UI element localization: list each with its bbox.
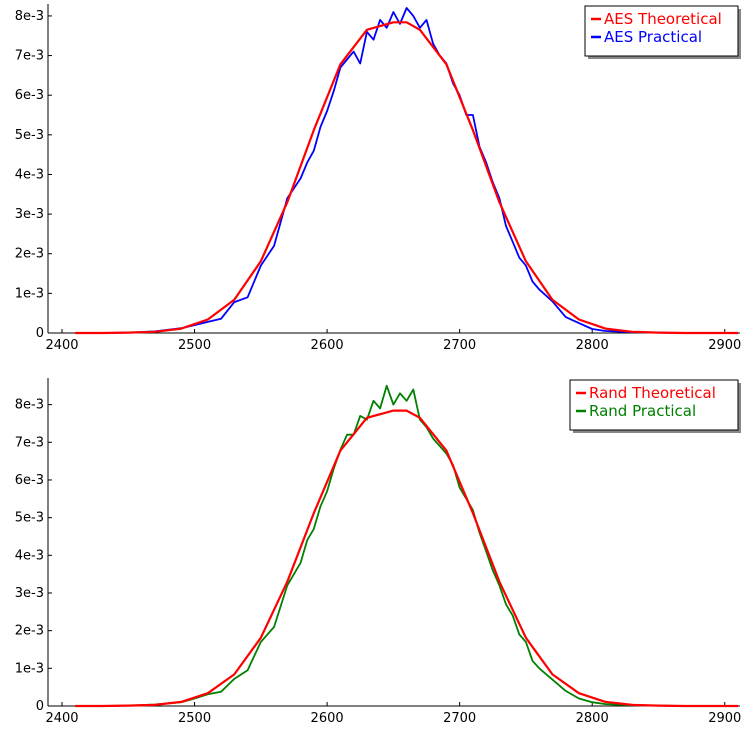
series-line-rand-theoretical: [75, 409, 738, 708]
x-tick-label: 2700: [443, 338, 476, 353]
legend-label: Rand Practical: [589, 402, 696, 420]
y-tick-label: 3e-3: [15, 207, 44, 222]
y-tick-label: 7e-3: [15, 49, 44, 64]
y-tick-label: 8e-3: [15, 9, 44, 24]
x-tick-label: 2800: [576, 338, 609, 353]
x-tick-label: 2600: [311, 711, 344, 726]
y-tick-label: 4e-3: [15, 167, 44, 182]
y-tick-label: 1e-3: [15, 286, 44, 301]
x-tick-label: 2400: [45, 711, 78, 726]
x-tick-label: 2800: [576, 711, 609, 726]
legend-label: AES Theoretical: [604, 10, 722, 28]
x-tick-label: 2600: [311, 338, 344, 353]
aes-distribution-chart: 0 1e-3 2e-3 3e-3 4e-3 5e-3 6e-3 7e-3 8e-3 2400 250…: [15, 4, 741, 353]
y-tick-label: 3e-3: [15, 586, 44, 601]
x-tick-label: 2500: [178, 338, 211, 353]
legend-box: [584, 5, 739, 57]
series-line-aes-practical: [75, 7, 738, 334]
rand-distribution-chart: 0 1e-3 2e-3 3e-3 4e-3 5e-3 6e-3 7e-3 8e-3 2400 250…: [15, 378, 741, 726]
legend-label: AES Practical: [604, 28, 702, 46]
y-tick-label: 5e-3: [15, 128, 44, 143]
legend-box: [569, 379, 739, 431]
x-tick-label: 2900: [708, 338, 741, 353]
y-tick-label: 0: [36, 699, 44, 714]
y-tick-label: 6e-3: [15, 88, 44, 103]
series-line-aes-theoretical: [75, 21, 738, 335]
y-tick-label: 2e-3: [15, 247, 44, 262]
legend-label: Rand Theoretical: [589, 384, 716, 402]
y-tick-label: 0: [36, 326, 44, 341]
x-tick-label: 2900: [708, 711, 741, 726]
y-tick-label: 1e-3: [15, 661, 44, 676]
y-tick-label: 5e-3: [15, 511, 44, 526]
y-tick-label: 7e-3: [15, 435, 44, 450]
y-tick-label: 8e-3: [15, 398, 44, 413]
x-tick-label: 2500: [178, 711, 211, 726]
y-tick-label: 4e-3: [15, 548, 44, 563]
series-line-rand-practical: [75, 384, 738, 707]
x-tick-label: 2700: [443, 711, 476, 726]
y-tick-label: 6e-3: [15, 473, 44, 488]
y-tick-label: 2e-3: [15, 624, 44, 639]
x-tick-label: 2400: [45, 338, 78, 353]
